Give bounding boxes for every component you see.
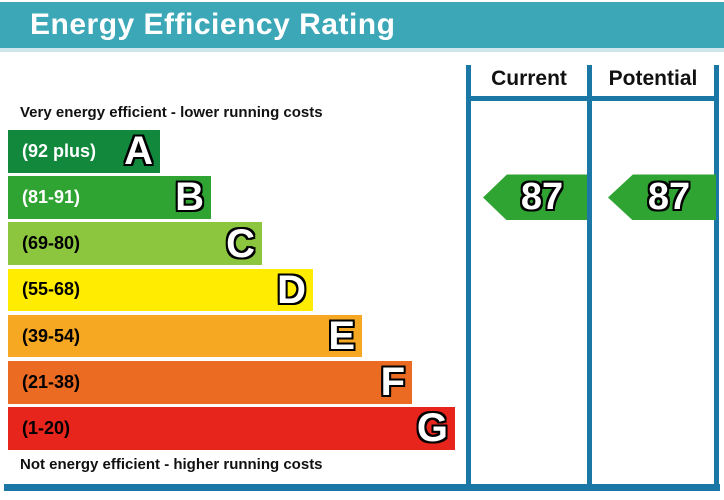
band-a-range: (92 plus) bbox=[22, 140, 97, 161]
current-column-header: Current bbox=[491, 67, 567, 90]
potential-column-header: Potential bbox=[608, 67, 698, 90]
band-b-letter: B bbox=[175, 175, 204, 220]
right-edge-line bbox=[714, 65, 719, 486]
bottom-note: Not energy efficient - higher running co… bbox=[20, 456, 323, 473]
band-g-letter: G bbox=[416, 406, 448, 451]
page-title: Energy Efficiency Rating bbox=[30, 8, 396, 41]
potential-rating-value: 87 bbox=[647, 176, 691, 219]
band-d-range: (55-68) bbox=[22, 279, 81, 300]
band-a-letter: A bbox=[124, 129, 153, 174]
band-e-range: (39-54) bbox=[22, 325, 81, 346]
band-d: (55-68) D bbox=[8, 267, 313, 312]
bottom-border-line bbox=[4, 484, 720, 491]
band-g-range: (1-20) bbox=[22, 417, 71, 438]
band-c-letter: C bbox=[226, 221, 255, 266]
band-c-range: (69-80) bbox=[22, 233, 81, 254]
band-b: (81-91) B bbox=[8, 176, 211, 219]
current-rating-arrow: 87 bbox=[483, 174, 587, 221]
band-e-letter: E bbox=[328, 314, 355, 359]
title-bar-edge bbox=[0, 48, 724, 52]
header-underline bbox=[466, 96, 719, 101]
current-rating-value: 87 bbox=[520, 176, 564, 219]
current-column-left-line bbox=[466, 65, 471, 486]
band-e: (39-54) E bbox=[8, 314, 362, 359]
column-divider-line bbox=[587, 65, 592, 486]
band-b-range: (81-91) bbox=[22, 186, 81, 207]
top-note: Very energy efficient - lower running co… bbox=[20, 104, 323, 121]
band-d-letter: D bbox=[277, 267, 306, 312]
band-g: (1-20) G bbox=[8, 407, 455, 450]
band-c: (69-80) C bbox=[8, 222, 262, 265]
potential-rating-arrow: 87 bbox=[608, 174, 716, 221]
band-f-letter: F bbox=[380, 360, 405, 405]
band-f-range: (21-38) bbox=[22, 371, 81, 392]
band-f: (21-38) F bbox=[8, 361, 412, 404]
title-bar: Energy Efficiency Rating bbox=[0, 2, 724, 48]
band-a: (92 plus) A bbox=[8, 130, 160, 173]
